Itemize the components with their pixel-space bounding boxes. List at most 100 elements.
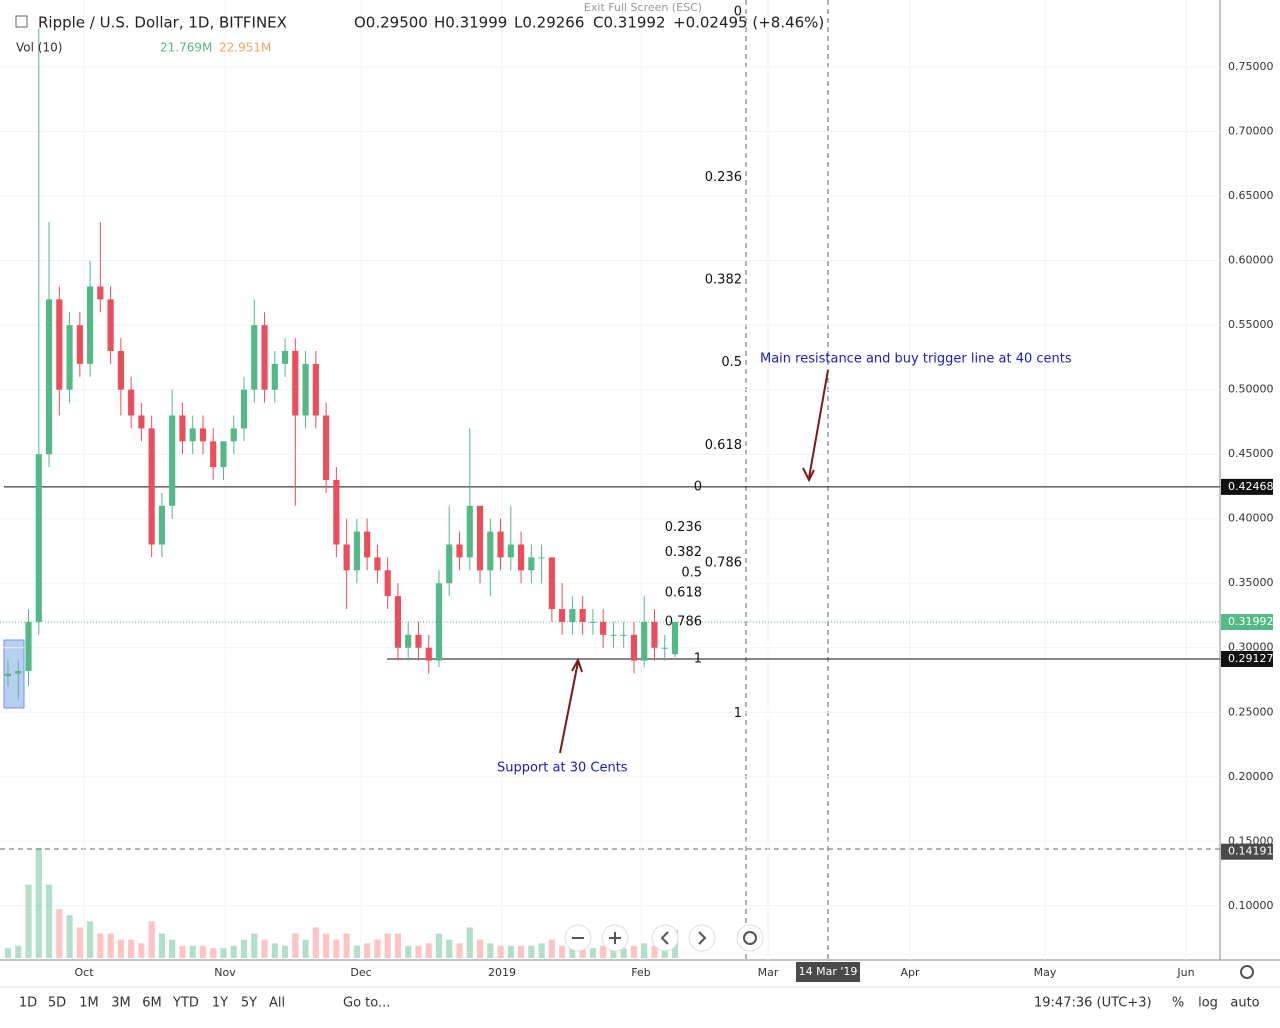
range-button[interactable]: 3M — [111, 996, 131, 1011]
volume-bar — [117, 939, 124, 958]
fib-level-label: 0.382 — [665, 545, 702, 560]
candle-body — [15, 670, 22, 674]
candle-body — [97, 286, 104, 300]
arrow-head — [802, 467, 815, 483]
candle-body — [630, 634, 638, 661]
log-toggle[interactable]: log — [1198, 996, 1218, 1011]
candle-body — [148, 428, 155, 545]
y-tick-label: 0.20000 — [1228, 770, 1274, 783]
range-button[interactable]: 5D — [48, 996, 66, 1011]
volume-bar — [158, 933, 166, 958]
clock: 19:47:36 (UTC+3) — [1034, 996, 1152, 1011]
reset[interactable] — [736, 924, 764, 952]
range-button[interactable]: YTD — [172, 996, 199, 1011]
range-button[interactable]: All — [269, 996, 285, 1011]
volume-bar — [312, 927, 319, 958]
volume-bar — [425, 943, 432, 958]
candle-body — [425, 647, 432, 661]
candle-body — [651, 621, 658, 648]
volume-bar — [220, 948, 227, 958]
volume-value: 21.769M — [160, 41, 212, 55]
candle-body — [456, 544, 463, 558]
candle-body — [210, 441, 217, 468]
candle-body — [76, 325, 83, 364]
y-tick-label: 0.65000 — [1228, 189, 1274, 202]
y-tick-label: 0.50000 — [1228, 383, 1274, 396]
candle-body — [538, 557, 545, 559]
range-button[interactable]: 1D — [19, 996, 37, 1011]
fib-level-label: 0 — [694, 479, 702, 494]
auto-toggle[interactable]: auto — [1230, 996, 1259, 1011]
candle-body — [333, 480, 340, 545]
x-tick-label: Oct — [74, 966, 94, 979]
goto[interactable]: Go to... — [343, 996, 390, 1011]
volume-bar — [107, 933, 114, 958]
volume-label[interactable]: Vol (10) — [16, 41, 62, 55]
candle-body — [559, 609, 566, 622]
scroll-left[interactable] — [651, 924, 679, 952]
candle-body — [579, 609, 586, 622]
y-tick-label: 0.30000 — [1228, 641, 1274, 654]
volume-bar — [138, 943, 145, 958]
x-tick-label: Apr — [900, 966, 920, 979]
fib-level-label: 0.382 — [705, 272, 742, 287]
range-button[interactable]: 5Y — [241, 996, 257, 1011]
settings-icon[interactable] — [1240, 965, 1254, 979]
percent-toggle[interactable]: % — [1172, 996, 1184, 1011]
x-tick-label: Mar — [758, 966, 779, 979]
candle-body — [435, 583, 443, 661]
candle-body — [600, 621, 607, 635]
volume-bar — [128, 939, 135, 958]
volume-bar — [641, 943, 648, 958]
symbol-title[interactable]: Ripple / U.S. Dollar, 1D, BITFINEX — [38, 14, 287, 32]
exit-fullscreen[interactable]: Exit Full Screen (ESC) — [584, 1, 702, 14]
y-tick-label: 0.40000 — [1228, 512, 1274, 525]
annotation-arrow — [559, 661, 579, 754]
range-button[interactable]: 1M — [79, 996, 99, 1011]
candle-body — [476, 505, 484, 571]
volume-bar — [476, 939, 484, 958]
volume-bar — [281, 945, 289, 958]
candle-body — [466, 505, 473, 558]
volume-bar — [87, 921, 94, 958]
y-tick-label: 0.25000 — [1228, 705, 1274, 718]
candle-body — [230, 428, 237, 442]
candle-body — [220, 441, 227, 468]
candle-body — [66, 325, 73, 390]
candle-body — [35, 454, 42, 622]
volume-bar — [374, 939, 381, 958]
volume-bar — [569, 948, 576, 958]
candle-body — [569, 609, 576, 622]
candle-body — [446, 544, 453, 584]
x-tick-label: Dec — [350, 966, 371, 979]
price-tag-label: 0.14191 — [1228, 845, 1274, 858]
y-tick-label: 0.60000 — [1228, 254, 1274, 267]
volume-bar — [559, 945, 566, 958]
candle-body — [405, 634, 412, 648]
fib-level-label: 0.5 — [681, 565, 702, 580]
volume-bar — [35, 848, 42, 958]
volume-bar — [66, 915, 73, 958]
volume-bar — [507, 945, 514, 958]
candle-body — [107, 299, 114, 351]
volume-bar — [651, 945, 658, 958]
candle-body — [589, 621, 596, 623]
candle-body — [179, 415, 186, 442]
range-button[interactable]: 1Y — [212, 996, 228, 1011]
range-button[interactable]: 6M — [142, 996, 162, 1011]
scroll-right[interactable] — [688, 924, 716, 952]
volume-bar — [56, 909, 63, 958]
crosshair-tag — [796, 962, 860, 982]
volume-bar — [487, 943, 494, 958]
annotation-arrow — [808, 369, 829, 479]
candle-body — [169, 415, 176, 506]
candle-body — [620, 634, 627, 636]
fib-level-label: 0.786 — [705, 556, 742, 571]
price-tag — [1221, 651, 1273, 668]
volume-bar — [435, 933, 443, 958]
price-tag-label: 0.42468 — [1228, 480, 1274, 493]
volume-bar — [394, 933, 402, 958]
candle-body — [641, 621, 648, 661]
volume-bar — [517, 945, 525, 958]
collapse-icon[interactable] — [15, 15, 28, 28]
